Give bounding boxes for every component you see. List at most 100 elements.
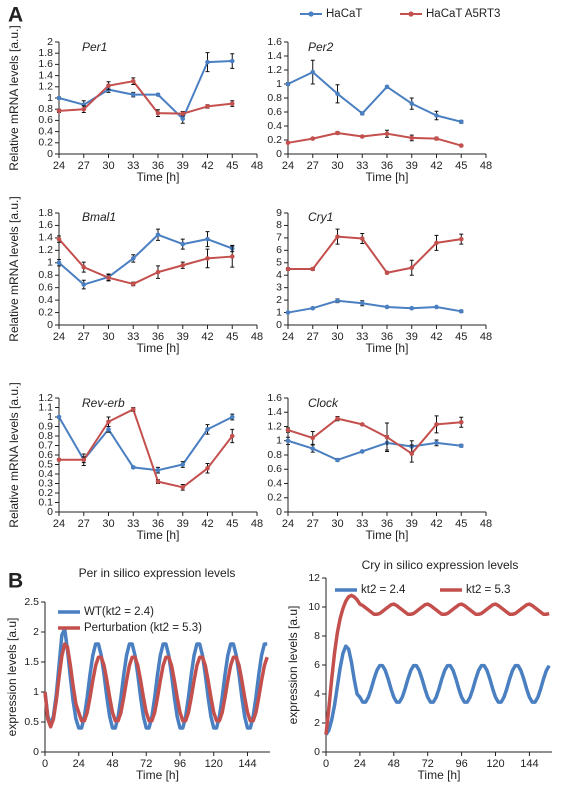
- x-tick-label: 27: [78, 331, 90, 343]
- x-tick-label: 120: [486, 758, 504, 770]
- y-tick-label: 4: [276, 269, 282, 281]
- x-tick-label: 30: [102, 160, 114, 172]
- point: [180, 241, 186, 247]
- point: [310, 446, 316, 451]
- x-tick-label: 27: [307, 160, 319, 172]
- y-tick-label: 0: [47, 148, 53, 160]
- y-tick-label: 0.2: [38, 306, 53, 318]
- y-tick-label: 1: [47, 257, 53, 269]
- panel-label: A: [8, 4, 23, 27]
- point: [335, 234, 340, 239]
- point: [458, 143, 464, 148]
- y-tick-label: 1.6: [267, 36, 282, 48]
- chart-title: Per1: [82, 40, 107, 54]
- point: [56, 260, 62, 266]
- x-tick-label: 24: [282, 331, 294, 343]
- x-tick-label: 30: [102, 518, 114, 530]
- x-tick-label: 30: [102, 331, 114, 343]
- y-tick-label: 0: [276, 319, 282, 331]
- point: [229, 58, 235, 64]
- x-tick-label: 30: [331, 160, 343, 172]
- x-tick-label: 27: [78, 160, 90, 172]
- chart-title: Clock: [308, 396, 339, 410]
- legend-marker: [308, 11, 314, 17]
- point: [310, 305, 316, 311]
- legend-marker: [408, 11, 414, 17]
- point: [81, 106, 87, 112]
- y-tick-label: 6: [314, 659, 320, 671]
- x-tick-label: 45: [226, 160, 238, 172]
- y-tick-label: 1.2: [38, 392, 53, 404]
- point: [56, 95, 62, 101]
- point: [335, 91, 340, 97]
- x-tick-label: 144: [520, 758, 538, 770]
- point: [130, 92, 136, 97]
- x-tick-label: 42: [201, 331, 213, 343]
- x-axis-label: Time [h]: [366, 528, 409, 542]
- y-tick-label: 4: [314, 688, 320, 700]
- legend-label: HaCaT A5RT3: [426, 8, 500, 20]
- point: [229, 414, 235, 420]
- chart-title: Bmal1: [82, 210, 116, 224]
- x-tick-label: 42: [430, 331, 442, 343]
- x-tick-label: 39: [406, 331, 418, 343]
- point: [359, 300, 365, 306]
- point: [409, 451, 415, 456]
- y-axis-label: Relative mRNA levels [a.u.]: [7, 25, 21, 170]
- point: [434, 440, 439, 446]
- point: [359, 134, 365, 139]
- x-tick-label: 45: [455, 331, 467, 343]
- point: [458, 419, 464, 425]
- y-tick-label: 0.6: [38, 114, 53, 126]
- y-tick-label: 1.6: [267, 392, 282, 404]
- y-tick-label: 0.2: [38, 487, 53, 499]
- x-tick-label: 33: [127, 160, 139, 172]
- y-tick-label: 1: [276, 78, 282, 90]
- y-tick-label: 7: [276, 232, 282, 244]
- series-line: [58, 80, 233, 115]
- y-axis-label: Relative mRNA levels [a.u.]: [7, 196, 21, 341]
- x-tick-label: 27: [307, 518, 319, 530]
- x-tick-label: 0: [42, 758, 48, 770]
- point: [180, 116, 186, 122]
- point: [180, 462, 186, 467]
- x-tick-label: 48: [251, 518, 263, 530]
- point: [434, 113, 439, 118]
- point: [205, 466, 210, 471]
- point: [81, 282, 87, 287]
- series-line: [287, 132, 462, 147]
- point: [155, 92, 161, 97]
- y-tick-label: 1.8: [38, 207, 53, 219]
- y-tick-label: 8: [314, 630, 320, 642]
- y-tick-label: 6: [276, 244, 282, 256]
- y-tick-label: 0.6: [38, 281, 53, 293]
- x-tick-label: 42: [430, 518, 442, 530]
- point: [310, 266, 316, 272]
- x-tick-label: 45: [226, 331, 238, 343]
- y-tick-label: 0.6: [267, 463, 282, 475]
- point: [310, 69, 316, 75]
- chart-title: Cry in silico expression levels: [362, 558, 519, 572]
- point: [205, 59, 210, 65]
- y-tick-label: 1.2: [267, 64, 282, 76]
- y-tick-label: 0.6: [38, 449, 53, 461]
- x-tick-label: 36: [381, 160, 393, 172]
- x-axis-label: Time [h]: [137, 170, 180, 184]
- series-line: [43, 627, 268, 730]
- y-tick-label: 0.8: [267, 92, 282, 104]
- point: [359, 422, 365, 427]
- y-axis-label: Relative mRNA levels [a.u.]: [7, 382, 21, 527]
- y-tick-label: 1: [47, 92, 53, 104]
- y-tick-label: 1.2: [267, 420, 282, 432]
- x-tick-label: 48: [480, 331, 492, 343]
- y-tick-label: 0: [314, 746, 320, 758]
- y-tick-label: 1.5: [24, 656, 39, 668]
- point: [285, 310, 291, 315]
- chart-title: Rev-erb: [82, 396, 125, 410]
- legend-label: kt2 = 2.4: [361, 584, 406, 596]
- x-tick-label: 33: [356, 331, 368, 343]
- y-tick-label: 3: [276, 281, 282, 293]
- point: [285, 438, 291, 444]
- x-tick-label: 36: [152, 160, 164, 172]
- y-tick-label: 1.6: [38, 219, 53, 231]
